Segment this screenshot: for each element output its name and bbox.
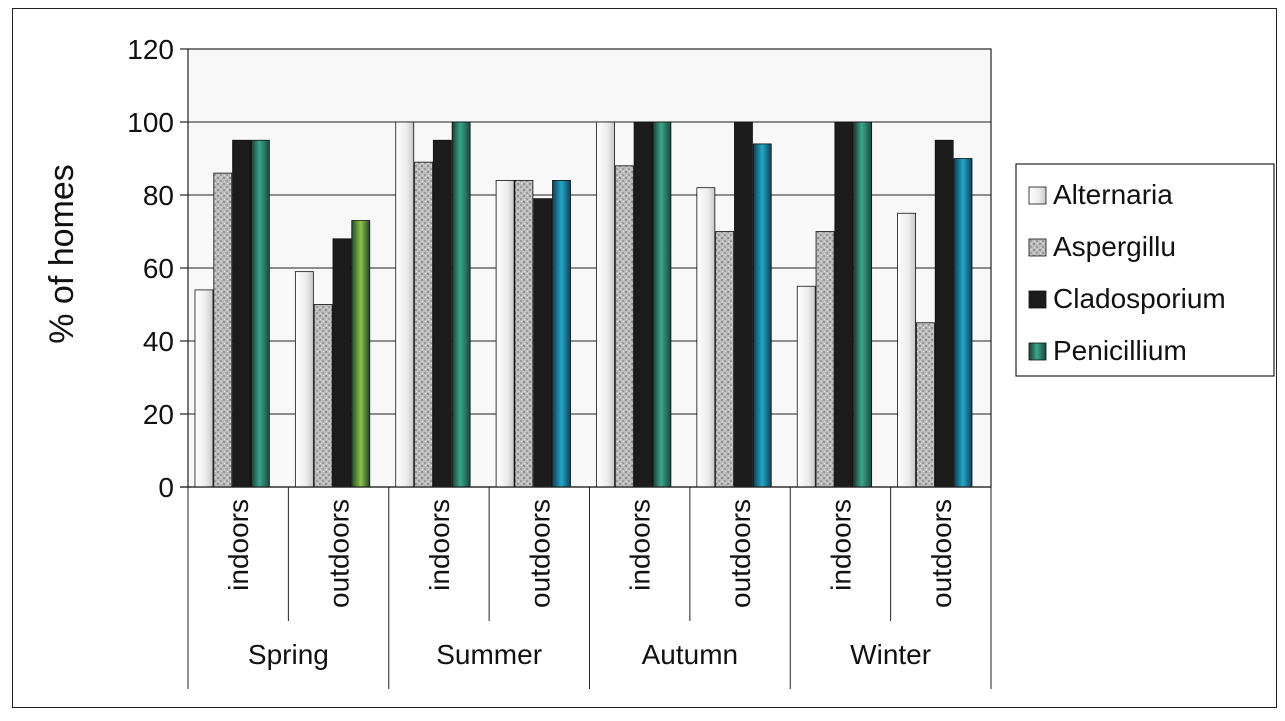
bar-alternaria-0 — [194, 289, 214, 488]
plot-area: 0 20 40 60 80 100 120 — [127, 34, 992, 503]
bar-penicillium-7 — [953, 158, 973, 488]
x-tick-label: outdoors — [324, 499, 355, 608]
y-axis-title: % of homes — [43, 164, 81, 344]
y-tick-label: 40 — [143, 326, 174, 357]
bar-aspergillu-2 — [414, 161, 433, 488]
bar-alternaria-3 — [495, 179, 515, 488]
bar-alternaria-1 — [294, 271, 314, 488]
bar-aspergillu-0 — [213, 172, 233, 488]
bar-cladosporium-1 — [332, 238, 352, 488]
bar-penicillium-4 — [652, 121, 672, 488]
bar-cladosporium-3 — [533, 198, 553, 488]
bar-penicillium-3 — [552, 179, 571, 488]
group-label: Autumn — [642, 639, 739, 670]
bar-alternaria-7 — [897, 212, 917, 488]
bar-alternaria-4 — [596, 121, 615, 488]
x-tick-label: indoors — [825, 499, 856, 591]
bar-chart: % of homes 0 20 40 60 80 100 120 indoors outdoo… — [43, 34, 1275, 689]
group-label: Summer — [436, 639, 542, 670]
bar-penicillium-2 — [451, 121, 471, 488]
bar-cladosporium-0 — [232, 139, 251, 488]
y-tick-label: 0 — [158, 472, 174, 503]
y-tick-label: 60 — [143, 253, 174, 284]
bar-aspergillu-6 — [815, 231, 835, 488]
x-tick-label: outdoors — [926, 499, 957, 608]
bar-cladosporium-4 — [633, 121, 653, 488]
bar-penicillium-6 — [853, 121, 873, 488]
y-tick-label: 80 — [143, 180, 174, 211]
legend-swatch — [1028, 186, 1047, 205]
x-tick-label: indoors — [223, 499, 254, 591]
group-label: Spring — [248, 639, 329, 670]
x-tick-label: indoors — [424, 499, 455, 591]
bar-alternaria-6 — [796, 285, 816, 488]
x-tick-label: indoors — [625, 499, 656, 591]
y-tick-label: 100 — [127, 107, 174, 138]
legend-label: Cladosporium — [1053, 283, 1226, 314]
bar-cladosporium-6 — [834, 121, 854, 488]
bar-aspergillu-4 — [614, 165, 634, 488]
bar-alternaria-2 — [395, 121, 415, 488]
x-tick-label: outdoors — [524, 499, 555, 608]
chart-frame: % of homes 0 20 40 60 80 100 120 indoors outdoo… — [12, 8, 1277, 708]
bar-aspergillu-5 — [715, 231, 735, 488]
legend-label: Alternaria — [1053, 179, 1173, 210]
legend-swatch — [1028, 238, 1047, 257]
bar-alternaria-5 — [696, 187, 716, 488]
y-tick-label: 20 — [143, 399, 174, 430]
bar-penicillium-0 — [250, 139, 270, 488]
group-label: Winter — [850, 639, 931, 670]
legend: Alternaria Aspergillu Cladosporium Penicill… — [1015, 163, 1275, 377]
y-tick-label: 120 — [127, 34, 174, 65]
bar-cladosporium-7 — [934, 139, 954, 488]
bar-penicillium-1 — [351, 220, 371, 488]
bar-penicillium-5 — [752, 143, 772, 488]
x-tick-label: outdoors — [725, 499, 756, 608]
bar-aspergillu-7 — [916, 322, 935, 488]
legend-swatch — [1028, 290, 1047, 309]
legend-swatch — [1028, 342, 1047, 361]
bar-cladosporium-5 — [734, 121, 753, 488]
bar-aspergillu-1 — [313, 304, 333, 488]
legend-label: Aspergillu — [1053, 231, 1176, 262]
legend-box — [1015, 163, 1275, 377]
legend-label: Penicillium — [1053, 335, 1187, 366]
bar-aspergillu-3 — [514, 179, 534, 488]
x-axis: indoors outdoors indoors outdoors indoors out… — [180, 486, 992, 689]
bar-cladosporium-2 — [432, 139, 452, 488]
